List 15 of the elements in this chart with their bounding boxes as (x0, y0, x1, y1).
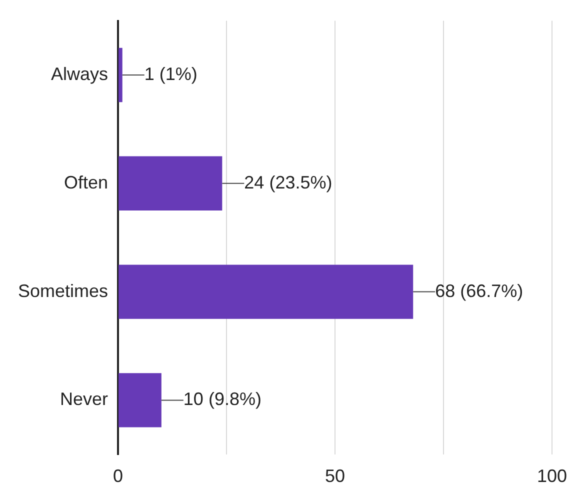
bar (118, 373, 162, 428)
y-tick-label: Sometimes (18, 280, 108, 301)
data-label: 1 (1%) (144, 64, 198, 84)
bar (118, 156, 222, 210)
x-tick-label: 50 (324, 466, 346, 486)
data-label: 24 (23.5%) (244, 172, 332, 192)
y-tick-label: Always (51, 64, 108, 84)
y-tick-label: Often (64, 172, 108, 192)
bar (118, 48, 122, 102)
x-tick-label: 0 (113, 466, 124, 486)
data-label: 10 (9.8%) (183, 389, 262, 410)
data-label: 68 (66.7%) (435, 280, 524, 301)
y-tick-label: Never (60, 389, 108, 410)
bar (118, 264, 414, 319)
x-tick-label: 100 (536, 466, 568, 486)
